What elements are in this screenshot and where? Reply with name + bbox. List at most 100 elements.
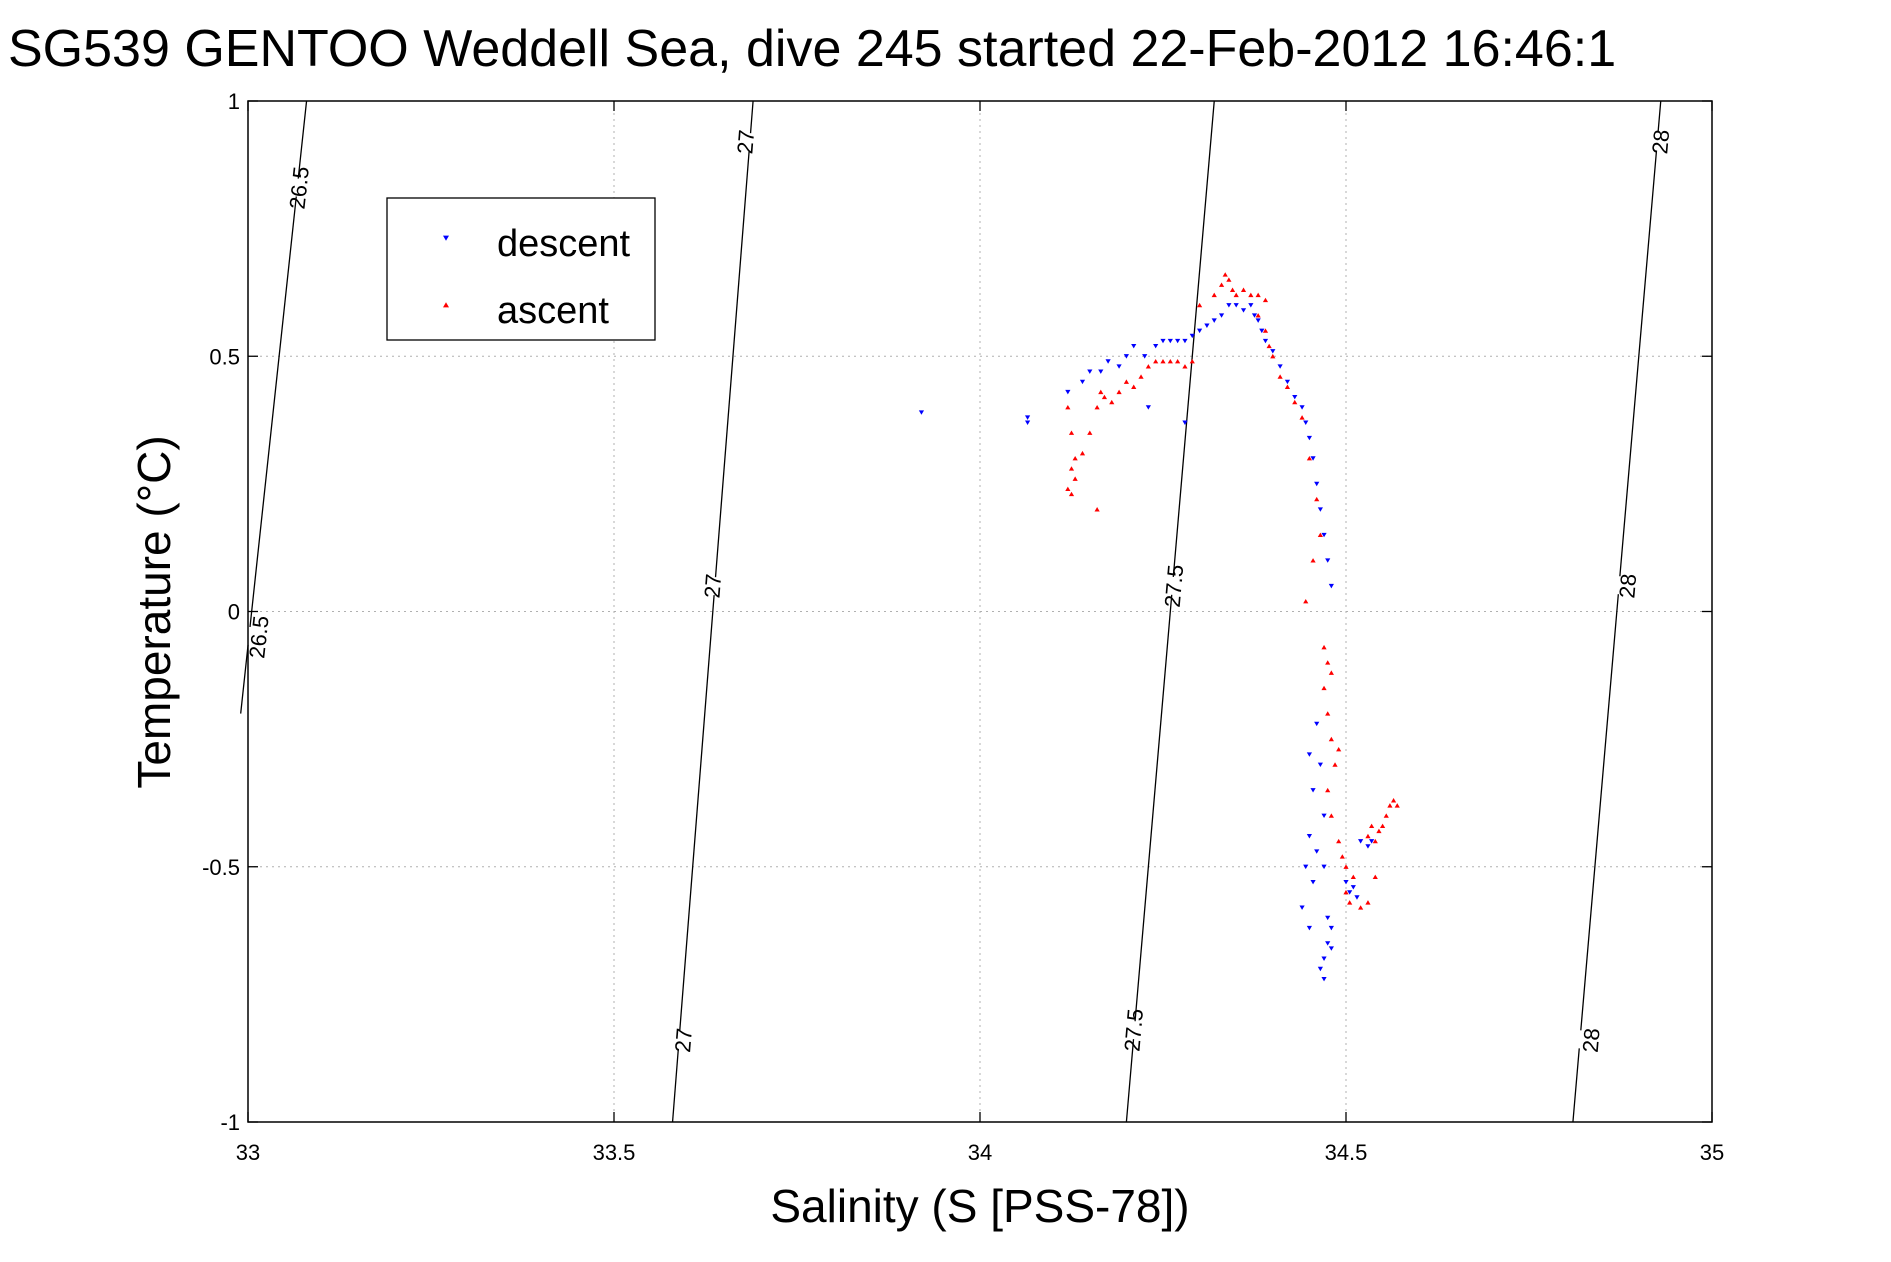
contour-label: 27.5: [1119, 1008, 1148, 1053]
descent-point: [1306, 435, 1312, 441]
descent-point: [1317, 966, 1323, 972]
descent-point: [1310, 456, 1316, 461]
descent-point: [1325, 915, 1331, 921]
density-contours: 26.5 26.5 27 27 27 27.5 27.5 28 28 28: [234, 100, 1686, 1123]
descent-point: [1251, 313, 1258, 318]
descent-point: [1226, 303, 1232, 308]
ascent-point: [1222, 272, 1228, 277]
ascent-point: [1383, 813, 1389, 818]
contour-label: 27: [732, 129, 759, 155]
contour-label: 27: [699, 573, 726, 599]
descent-point: [1182, 420, 1188, 425]
ascent-point: [1262, 328, 1269, 333]
y-tick-label: -0.5: [202, 855, 240, 880]
y-tick-label: 0: [228, 600, 240, 625]
contour-label-background: [1149, 574, 1199, 597]
descent-point: [1310, 788, 1316, 793]
descent-point: [1160, 338, 1166, 344]
ascent-point: [1339, 854, 1345, 859]
contour-label: 28: [1647, 129, 1674, 156]
axis-ticks: 33 33.5 34 34.5 35 -1 -0.5 0 0.5 1: [202, 89, 1724, 1165]
descent-point: [1024, 420, 1031, 425]
descent-point: [1204, 323, 1210, 328]
ascent-point: [1138, 374, 1144, 379]
y-tick-label: -1: [220, 1110, 240, 1135]
descent-point: [1314, 721, 1320, 727]
descent-point: [1105, 359, 1111, 364]
descent-point: [1255, 318, 1261, 323]
x-tick-label: 33: [236, 1140, 260, 1165]
x-tick-label: 34.5: [1325, 1140, 1368, 1165]
descent-point: [1325, 941, 1331, 946]
ascent-point: [1321, 685, 1327, 691]
descent-point: [1325, 558, 1331, 563]
legend-label-ascent: ascent: [497, 290, 609, 332]
ascent-point: [1380, 823, 1386, 828]
ascent-point: [1303, 598, 1309, 604]
ascent-point: [1336, 838, 1342, 844]
density-contour-line: [1125, 100, 1215, 1123]
ascent-point: [1347, 900, 1353, 905]
descent-point: [1328, 925, 1334, 931]
ascent-point: [1336, 746, 1342, 752]
legend-box: [386, 197, 656, 341]
ascent-point: [1376, 828, 1382, 834]
contour-label-background: [1636, 130, 1686, 153]
descent-point: [1189, 333, 1195, 339]
descent-point: [1365, 844, 1371, 849]
descent-point: [1079, 379, 1086, 385]
ascent-point: [1365, 900, 1371, 905]
descent-point: [1123, 354, 1129, 359]
ascent-point: [1123, 379, 1129, 384]
descent-point: [1145, 405, 1151, 410]
contour-label: 28: [1578, 1027, 1605, 1054]
x-tick-label: 35: [1700, 1140, 1724, 1165]
ascent-point: [1343, 864, 1349, 869]
ascent-point: [1087, 430, 1093, 435]
ascent-point: [1365, 833, 1371, 839]
ascent-point: [1266, 343, 1272, 349]
descent-point: [1116, 364, 1122, 369]
ascent-point: [1262, 297, 1269, 303]
ascent-point: [1197, 302, 1203, 308]
descent-point: [1142, 354, 1148, 359]
ascent-point: [1325, 660, 1331, 665]
descent-point: [1369, 839, 1375, 844]
ascent-point: [1277, 374, 1283, 379]
density-contour-line: [1572, 100, 1662, 1123]
descent-point: [1358, 839, 1364, 844]
contour-label: 26.5: [285, 165, 314, 210]
ascent-point: [1068, 430, 1075, 435]
ascent-point: [1306, 456, 1312, 461]
ascent-point: [1325, 711, 1331, 716]
contour-label-background: [721, 130, 771, 153]
descent-point: [1153, 343, 1159, 349]
descent-point: [1328, 946, 1334, 951]
descent-point: [1197, 328, 1203, 334]
descent-point: [1310, 879, 1316, 885]
ascent-point: [1332, 762, 1338, 767]
ascent-point: [1098, 389, 1104, 395]
ascent-point: [1109, 399, 1115, 405]
descent-point: [1314, 849, 1320, 854]
descent-point: [1218, 313, 1225, 318]
ascent-point: [1182, 364, 1188, 369]
ascent-point: [1218, 282, 1225, 287]
ascent-point: [1211, 292, 1217, 298]
ascent-point: [1390, 798, 1397, 803]
descent-point: [1175, 338, 1181, 344]
contour-label-background: [1566, 1029, 1616, 1052]
ascent-point: [1153, 359, 1159, 364]
x-tick-label: 34: [968, 1140, 992, 1165]
contour-label-background: [658, 1029, 709, 1052]
descent-point: [1087, 369, 1093, 374]
descent-point: [1277, 364, 1283, 369]
data-points: [918, 272, 1400, 982]
ascent-point: [1065, 404, 1071, 410]
descent-point: [1317, 762, 1323, 767]
ascent-point: [1270, 353, 1276, 359]
descent-point: [1167, 338, 1173, 344]
descent-point: [1240, 308, 1247, 313]
ascent-point: [1299, 415, 1305, 420]
